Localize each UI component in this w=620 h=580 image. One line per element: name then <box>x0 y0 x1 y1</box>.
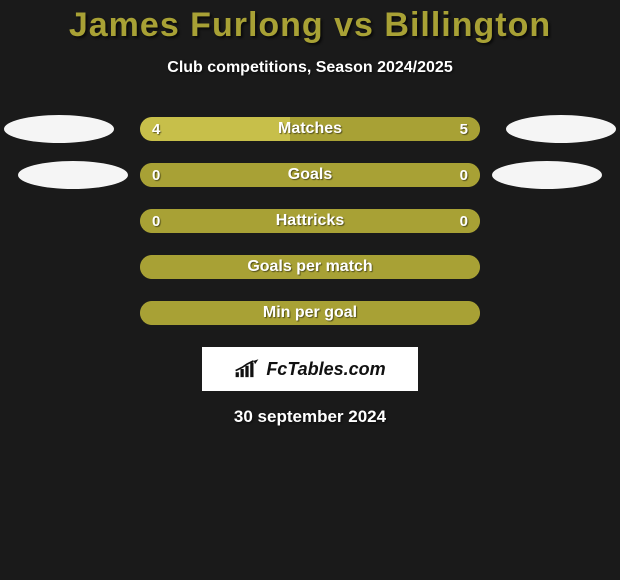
stat-label: Goals per match <box>140 258 480 276</box>
stat-bar: Min per goal <box>140 301 480 325</box>
stat-label: Hattricks <box>140 212 480 230</box>
page-title: James Furlong vs Billington <box>0 0 620 45</box>
stat-bar: Goals per match <box>140 255 480 279</box>
stat-bar: 45Matches <box>140 117 480 141</box>
player-left-indicator <box>4 115 114 143</box>
stat-label: Matches <box>140 120 480 138</box>
logo-text: FcTables.com <box>266 359 385 380</box>
stat-bar: 00Goals <box>140 163 480 187</box>
player-right-indicator <box>506 115 616 143</box>
stat-row: Goals per match <box>0 255 620 279</box>
fctables-logo: FcTables.com <box>202 347 418 391</box>
stat-row: 45Matches <box>0 117 620 141</box>
date-text: 30 september 2024 <box>0 407 620 427</box>
stat-bar: 00Hattricks <box>140 209 480 233</box>
stat-rows: 45Matches 00Goals 00Hattricks Goals per mat… <box>0 117 620 325</box>
subtitle: Club competitions, Season 2024/2025 <box>0 59 620 77</box>
stat-row: 00Hattricks <box>0 209 620 233</box>
stat-row: Min per goal <box>0 301 620 325</box>
stat-label: Min per goal <box>140 304 480 322</box>
player-left-indicator <box>18 161 128 189</box>
stat-row: 00Goals <box>0 163 620 187</box>
bar-chart-icon <box>234 358 260 380</box>
stat-label: Goals <box>140 166 480 184</box>
player-right-indicator <box>492 161 602 189</box>
